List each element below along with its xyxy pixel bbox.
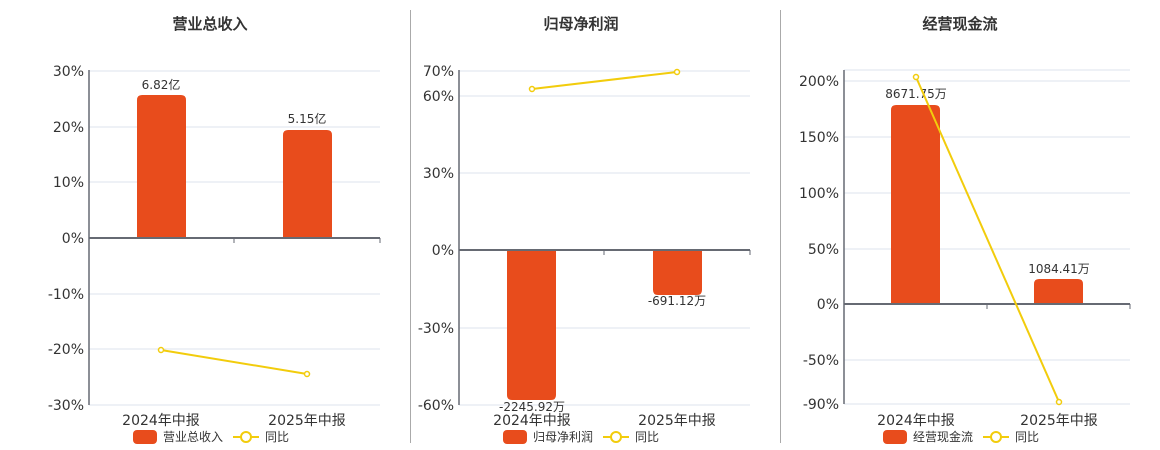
svg-text:200%: 200% [799,74,839,90]
bar-label: 8671.75万 [885,87,947,101]
legend[interactable]: 归母净利润 同比 [503,428,659,445]
legend[interactable]: 营业总收入 同比 [133,428,289,445]
y-axis-labels: 200% 150% 100% 50% 0% -50% -90% [799,74,839,413]
line-legend-icon [983,430,1010,443]
legend-label-line[interactable]: 同比 [1015,430,1040,444]
bar-label: 1084.41万 [1028,262,1090,276]
chart-title: 经营现金流 [922,15,998,33]
chart-title: 营业总收入 [172,15,248,33]
svg-text:100%: 100% [799,186,839,202]
bar-label: 6.82亿 [142,77,181,92]
bar-2024 [137,95,186,238]
bar-2025 [1034,279,1083,304]
svg-text:-10%: -10% [48,287,84,303]
divider [410,10,411,443]
bar-2025 [283,130,332,238]
y-axis-labels: 30% 20% 10% 0% -10% -20% -30% [48,64,84,414]
y-axis-labels: 70% 60% 30% 0% -30% -60% [418,64,454,414]
yoy-point [912,73,920,81]
legend-label-bar[interactable]: 营业总收入 [163,430,224,444]
line-legend-icon [233,430,260,443]
bar-2025 [653,250,702,295]
chart-panel-net-profit: 归母净利润 70% 60% 30% 0% -30% -60% -2245.92万… [418,15,751,445]
svg-text:70%: 70% [423,64,454,80]
svg-text:-90%: -90% [803,397,839,413]
bar-label: 5.15亿 [288,111,327,126]
line-legend-icon [603,430,630,443]
svg-text:60%: 60% [423,89,454,105]
yoy-line [531,71,678,90]
bar-label: -691.12万 [648,294,706,308]
svg-text:10%: 10% [53,175,84,191]
svg-text:30%: 30% [423,166,454,182]
svg-text:0%: 0% [62,231,84,247]
chart-title: 归母净利润 [543,15,619,33]
chart-plot: 30% 20% 10% 0% -10% -20% -30% 6.82亿 5.15… [48,64,381,429]
yoy-line [915,76,1060,403]
svg-text:30%: 30% [53,64,84,80]
svg-text:0%: 0% [432,243,454,259]
legend-label-line[interactable]: 同比 [635,430,660,444]
chart-plot: 70% 60% 30% 0% -30% -60% -2245.92万 -691.… [418,64,751,429]
x-axis-label: 2024年中报 [877,413,955,429]
bar-legend-swatch [503,429,527,444]
x-axis-label: 2025年中报 [1020,413,1098,429]
yoy-point [528,85,536,93]
svg-text:150%: 150% [799,130,839,146]
legend-label-bar[interactable]: 经营现金流 [913,430,974,444]
bar-label: -2245.92万 [499,400,565,414]
bar-legend-swatch [883,429,907,444]
chart-panel-revenue: 营业总收入 30% 20% 10% 0% -10% -20% -30% 6.82… [0,0,410,450]
svg-text:20%: 20% [53,120,84,136]
legend[interactable]: 经营现金流 同比 [883,428,1039,445]
yoy-line [160,349,308,375]
x-axis-label: 2024年中报 [493,413,571,429]
yoy-point [1055,398,1063,406]
bar-legend-swatch [133,429,157,444]
bar-2024 [891,105,940,304]
svg-text:0%: 0% [817,297,839,313]
divider [780,10,781,443]
legend-label-line[interactable]: 同比 [265,430,290,444]
x-axis-label: 2025年中报 [638,413,716,429]
x-axis-label: 2024年中报 [122,413,200,429]
svg-text:50%: 50% [808,242,839,258]
svg-text:-30%: -30% [48,398,84,414]
yoy-point [157,346,165,354]
bar-2024 [507,250,556,400]
svg-text:-50%: -50% [803,353,839,369]
yoy-point [303,370,311,378]
svg-text:-20%: -20% [48,342,84,358]
legend-label-bar[interactable]: 归母净利润 [533,430,594,444]
svg-text:-60%: -60% [418,398,454,414]
yoy-point [673,68,681,76]
svg-text:-30%: -30% [418,321,454,337]
x-axis-label: 2025年中报 [268,413,346,429]
